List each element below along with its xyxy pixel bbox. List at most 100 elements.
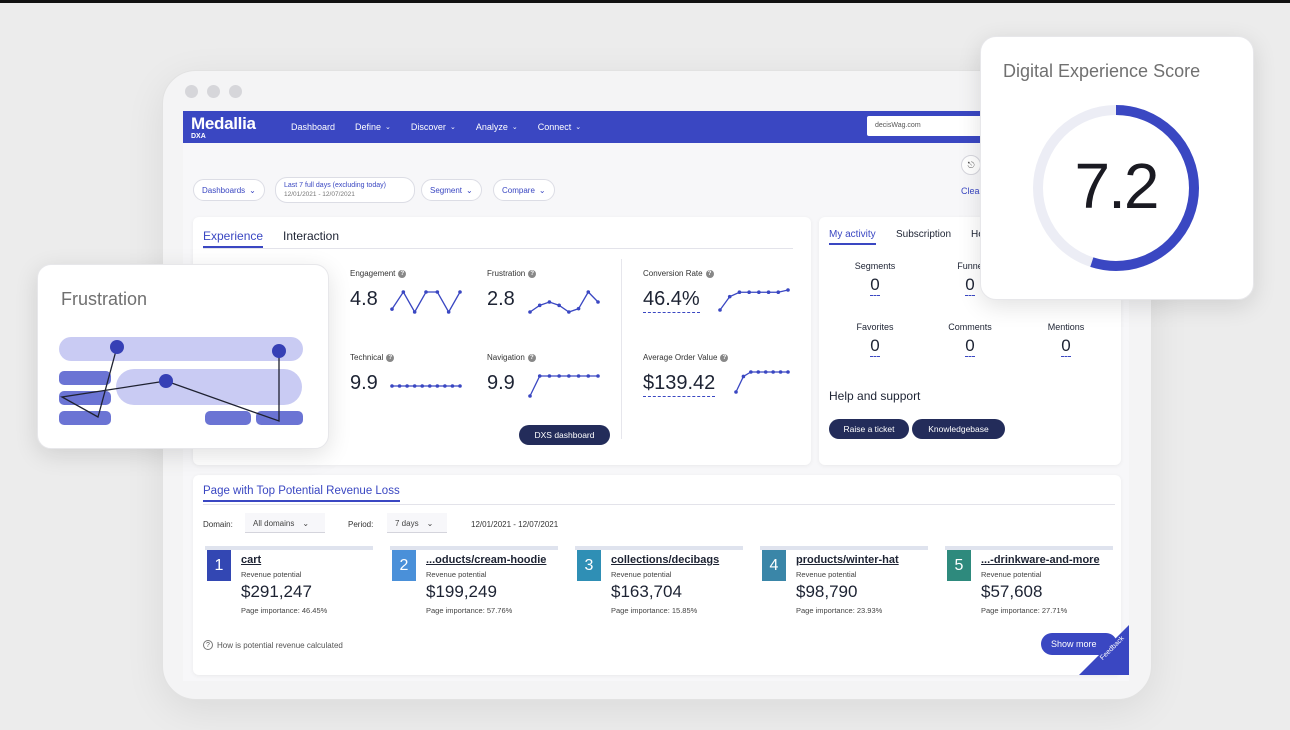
illustration-bar <box>116 369 302 405</box>
revenue-item[interactable]: 4 products/winter-hat Revenue potential … <box>760 546 928 615</box>
tab-experience[interactable]: Experience <box>203 229 264 248</box>
stat-label: Mentions <box>1047 322 1085 332</box>
period-label: Period: <box>348 520 374 529</box>
help-icon[interactable]: ? <box>527 353 536 362</box>
revenue-item[interactable]: 3 collections/decibags Revenue potential… <box>575 546 743 615</box>
sparkline-point <box>718 308 722 312</box>
revenue-item[interactable]: 1 cart Revenue potential $291,247 Page i… <box>205 546 373 615</box>
sparkline-point <box>586 374 591 378</box>
metric-label: Conversion Rate <box>643 269 703 278</box>
metric-value: 9.9 <box>487 372 515 394</box>
medallia-logo[interactable]: Medallia DXA <box>191 115 271 140</box>
raise-ticket-button[interactable]: Raise a ticket <box>829 419 909 439</box>
stat-label: Funne <box>957 261 983 271</box>
compare-dropdown[interactable]: Compare ⌄ <box>493 179 555 201</box>
dxs-dashboard-button[interactable]: DXS dashboard <box>519 425 610 445</box>
sparkline-point <box>734 390 738 394</box>
show-more-button[interactable]: Show more <box>1041 633 1117 655</box>
nav-discover[interactable]: Discover ⌄ <box>411 122 456 132</box>
frustration-illustration <box>59 337 303 425</box>
stat-segments[interactable]: Segments 0 <box>835 261 915 296</box>
tab-my-activity[interactable]: My activity <box>829 229 876 245</box>
help-icon[interactable]: ? <box>705 269 714 278</box>
stat-value: 0 <box>965 275 975 296</box>
sparkline-point <box>397 384 402 388</box>
sparkline-point <box>435 384 440 388</box>
revenue-loss-card: Page with Top Potential Revenue Loss Dom… <box>193 475 1129 675</box>
tab-subscription[interactable]: Subscription <box>896 229 952 240</box>
potential-revenue-help[interactable]: ? How is potential revenue calculated <box>203 640 343 650</box>
revenue-item[interactable]: 5 ...-drinkware-and-more Revenue potenti… <box>945 546 1113 615</box>
technical-sparkline <box>390 384 462 388</box>
page-link[interactable]: collections/decibags <box>611 554 720 566</box>
help-icon[interactable]: ? <box>720 353 729 362</box>
domain-label: Domain: <box>203 520 233 529</box>
page-link[interactable]: cart <box>241 554 262 566</box>
metric-label: Technical <box>350 353 384 362</box>
help-icon[interactable]: ? <box>398 269 407 278</box>
page-link[interactable]: products/winter-hat <box>796 554 899 566</box>
sparkline-point <box>537 374 542 378</box>
page-link[interactable]: ...oducts/cream-hoodie <box>426 554 547 566</box>
domain-select[interactable]: All domains ⌄ <box>245 513 325 533</box>
date-range-dropdown[interactable]: Last 7 full days (excluding today) 12/01… <box>275 177 415 203</box>
metric-conversion-rate: Conversion Rate? 46.4% <box>643 269 714 313</box>
stat-favorites[interactable]: Favorites 0 <box>835 322 915 357</box>
window-dot[interactable] <box>207 85 220 98</box>
sparkline-point <box>576 306 581 311</box>
window-dot[interactable] <box>229 85 242 98</box>
chevron-down-icon: ⌄ <box>385 124 391 131</box>
metric-technical: Technical? 9.9 <box>350 353 395 395</box>
sparkline-point <box>756 370 761 374</box>
metric-label: Average Order Value <box>643 353 718 362</box>
navigation-sparkline <box>528 374 600 398</box>
sparkline-point <box>412 310 417 314</box>
aov-sparkline <box>734 370 790 394</box>
sparkline-point <box>557 374 561 378</box>
revenue-value: $291,247 <box>241 582 312 601</box>
sparkline-point <box>766 290 771 295</box>
knowledgebase-button[interactable]: Knowledgebase <box>912 419 1005 439</box>
help-icon[interactable]: ? <box>386 353 395 362</box>
export-icon[interactable]: ⎋ <box>961 155 981 175</box>
tab-help[interactable]: He <box>971 229 984 240</box>
stat-funnels[interactable]: Funne 0 <box>930 261 1010 296</box>
tab-interaction[interactable]: Interaction <box>283 229 340 243</box>
segment-dropdown[interactable]: Segment ⌄ <box>421 179 482 201</box>
stat-comments[interactable]: Comments 0 <box>930 322 1010 357</box>
stat-label: Comments <box>948 322 992 332</box>
engagement-sparkline <box>390 290 462 314</box>
window-controls <box>185 85 242 98</box>
clear-link[interactable]: Clea <box>961 186 980 196</box>
metric-label: Frustration <box>487 269 526 278</box>
page-link[interactable]: ...-drinkware-and-more <box>981 554 1100 566</box>
chevron-down-icon: ⌄ <box>426 519 434 528</box>
rank-bar <box>575 546 743 550</box>
metric-value[interactable]: 46.4% <box>643 288 700 313</box>
sparkline-point <box>412 384 417 388</box>
nav-label: Define <box>355 122 382 132</box>
dashboards-dropdown[interactable]: Dashboards ⌄ <box>193 179 265 201</box>
help-icon[interactable]: ? <box>528 269 537 278</box>
chevron-down-icon: ⌄ <box>538 185 546 195</box>
sparkline-point <box>576 374 581 378</box>
help-support-title: Help and support <box>829 389 921 403</box>
sparkline-point <box>401 290 406 294</box>
sparkline-point <box>749 370 753 374</box>
domain-search-input[interactable]: decisWag.com <box>867 116 997 136</box>
stat-mentions[interactable]: Mentions 0 <box>1026 322 1106 357</box>
revenue-item[interactable]: 2 ...oducts/cream-hoodie Revenue potenti… <box>390 546 558 615</box>
sparkline-point <box>537 303 542 308</box>
illustration-bar <box>59 371 111 385</box>
nav-connect[interactable]: Connect ⌄ <box>538 122 581 132</box>
sparkline-point <box>547 300 552 304</box>
nav-dashboard[interactable]: Dashboard <box>291 122 335 132</box>
nav-analyze[interactable]: Analyze ⌄ <box>476 122 518 132</box>
revenue-sub: Revenue potential <box>981 570 1042 579</box>
window-dot[interactable] <box>185 85 198 98</box>
metric-value[interactable]: $139.42 <box>643 372 716 397</box>
top-navbar: Medallia DXA Dashboard Define ⌄ Discover ⌄… <box>183 111 1129 143</box>
sparkline-point <box>586 290 591 294</box>
nav-define[interactable]: Define ⌄ <box>355 122 391 132</box>
period-select[interactable]: 7 days ⌄ <box>387 513 447 533</box>
